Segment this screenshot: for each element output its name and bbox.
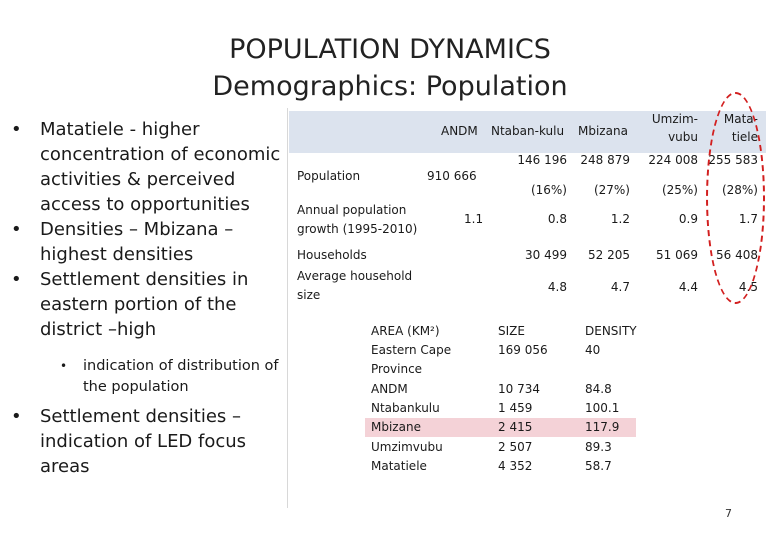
household-size-mbizana: 4.7: [610, 280, 630, 294]
row-label-household-size-line2: size: [297, 288, 321, 302]
row-label-growth-line1: Annual population: [297, 203, 407, 217]
density-value-matatiele: 58.7: [585, 459, 612, 473]
density-area-eastern-cape-line2: Province: [371, 362, 423, 376]
density-header-density: DENSITY: [585, 324, 637, 338]
population-andm: 910 666: [427, 169, 477, 183]
growth-ntabankulu: 0.8: [547, 212, 567, 226]
divider-line: [287, 108, 288, 508]
bullet-item: • Settlement densities in eastern portion…: [8, 267, 290, 342]
density-value-umzimvubu: 89.3: [585, 440, 612, 454]
density-value-eastern-cape: 40: [585, 343, 601, 357]
matatiele-highlight-oval: [706, 92, 765, 304]
density-area-eastern-cape-line1: Eastern Cape: [371, 343, 452, 357]
percent-mbizana: (27%): [593, 183, 630, 197]
density-area-andm: ANDM: [371, 382, 408, 396]
page-number: 7: [725, 507, 732, 520]
households-ntabankulu: 30 499: [525, 248, 567, 262]
row-label-household-size-line1: Average household: [297, 269, 413, 283]
household-size-umzimvubu: 4.4: [678, 280, 698, 294]
density-area-ntabankulu: Ntabankulu: [371, 401, 440, 415]
bullet-item: • Matatiele - higher concentration of eco…: [8, 117, 290, 217]
header-ntabankulu: Ntaban-kulu: [491, 124, 565, 138]
percent-umzimvubu: (25%): [661, 183, 698, 197]
density-size-umzimvubu: 2 507: [498, 440, 533, 454]
bullet-icon: •: [60, 359, 68, 373]
bullet-icon: •: [11, 119, 22, 140]
header-umzimvubu-line1: Umzim-: [651, 112, 698, 126]
density-size-ntabankulu: 1 459: [498, 401, 533, 415]
density-header-area: AREA (KM²): [371, 324, 440, 338]
bullet-text: Settlement densities in eastern portion …: [40, 269, 249, 340]
density-value-andm: 84.8: [585, 382, 612, 396]
households-umzimvubu: 51 069: [656, 248, 698, 262]
header-andm: ANDM: [441, 124, 478, 138]
households-mbizana: 52 205: [588, 248, 630, 262]
density-size-matatiele: 4 352: [498, 459, 533, 473]
row-label-population: Population: [297, 169, 361, 183]
sub-bullet-item: • indication of distribution of the popul…: [8, 356, 290, 398]
density-header-size: SIZE: [498, 324, 525, 338]
bullet-icon: •: [11, 406, 22, 427]
bullet-icon: •: [11, 269, 22, 290]
population-ntabankulu: 146 196: [517, 153, 567, 167]
density-area-umzimvubu: Umzimvubu: [371, 440, 443, 454]
density-size-andm: 10 734: [498, 382, 540, 396]
bullet-list: • Matatiele - higher concentration of eco…: [8, 117, 290, 479]
slide-title: POPULATION DYNAMICS: [229, 34, 551, 65]
slide-subtitle: Demographics: Population: [212, 71, 568, 102]
density-row-highlight: [365, 418, 636, 437]
row-label-households: Households: [297, 248, 367, 262]
growth-andm: 1.1: [464, 212, 484, 226]
growth-umzimvubu: 0.9: [678, 212, 698, 226]
row-label-growth-line2: growth (1995-2010): [297, 222, 418, 236]
population-table-header: [289, 111, 766, 153]
sub-bullet-text: indication of distribution of the popula…: [83, 358, 279, 395]
density-value-ntabankulu: 100.1: [585, 401, 620, 415]
population-mbizana: 248 879: [580, 153, 630, 167]
bullet-text: Matatiele - higher concentration of econ…: [40, 119, 281, 215]
population-umzimvubu: 224 008: [648, 153, 698, 167]
header-umzimvubu-line2: vubu: [668, 130, 698, 144]
density-area-mbizane: Mbizane: [371, 420, 421, 434]
bullet-item: • Densities – Mbizana – highest densities: [8, 217, 290, 267]
density-area-matatiele: Matatiele: [371, 459, 427, 473]
bullet-item: • Settlement densities – indication of LE…: [8, 404, 290, 479]
bullet-icon: •: [11, 219, 22, 240]
population-table: ANDM Ntaban-kulu Mbizana Umzim- vubu Mat…: [289, 111, 766, 302]
density-size-eastern-cape: 169 056: [498, 343, 548, 357]
bullet-text: Densities – Mbizana – highest densities: [40, 219, 234, 265]
growth-mbizana: 1.2: [610, 212, 630, 226]
header-mbizana: Mbizana: [578, 124, 628, 138]
bullet-text: Settlement densities – indication of LED…: [40, 406, 247, 477]
percent-ntabankulu: (16%): [530, 183, 567, 197]
density-size-mbizane: 2 415: [498, 420, 533, 434]
household-size-ntabankulu: 4.8: [547, 280, 567, 294]
density-value-mbizane: 117.9: [585, 420, 620, 434]
